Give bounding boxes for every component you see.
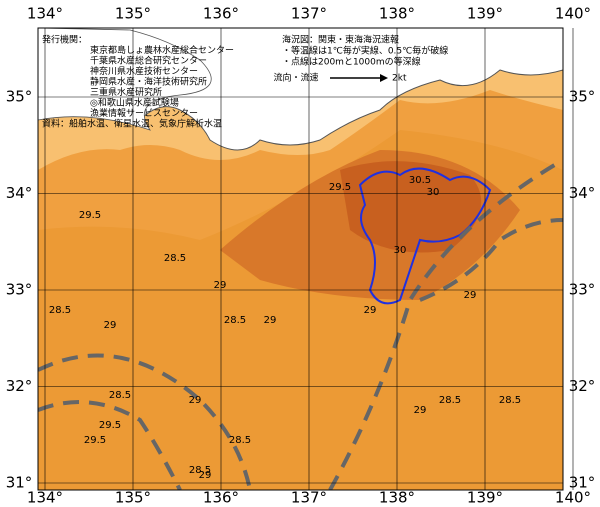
contour-label: 28.5 [499,395,521,406]
contour-label: 28.5 [439,395,461,406]
current-legend-speed: 2kt [392,74,407,84]
lat-label: 32° [569,377,596,395]
lon-label: 137° [291,5,327,23]
frame [37,27,564,491]
lon-label: 140° [555,489,591,507]
publisher-line: 神奈川県水産技術センター [90,65,198,77]
publisher-line: 資料：船舶水温、衛星水温、気象庁解析水温 [42,118,222,130]
contour-label: 29 [414,405,427,416]
publisher-line: ◎和歌山県水産試験場 [90,97,179,109]
current-arrow-head [380,74,388,82]
contour-label: 29 [199,470,212,481]
lat-label: 35° [569,88,596,106]
lon-label: 135° [115,5,151,23]
contour-label: 28.5 [224,315,246,326]
note-line: ・点線は200mと1000mの等深線 [282,56,421,68]
contour-label: 29.5 [84,435,106,446]
lat-label: 35° [6,88,33,106]
lon-label: 139° [467,489,503,507]
map-body [38,28,563,490]
contour-label: 29 [464,290,477,301]
publisher-line: 静岡県水産・海洋技術研究所 [90,76,207,88]
land-shikoku [38,28,212,131]
lon-label: 136° [203,5,239,23]
current-axis-3 [419,218,563,302]
publisher-line: 東京都島しょ農林水産総合センター [90,44,234,56]
contour-label: 29 [364,305,377,316]
contour-label: 28.5 [49,305,71,316]
publisher-line: 漁業情報サービスセンター [90,107,198,119]
contour-label: 29.5 [329,182,351,193]
lon-label: 135° [115,489,151,507]
publisher-line: 三重県水産研究所 [90,86,162,98]
contour-label: 29 [214,280,227,291]
contour-label: 28.5 [164,253,186,264]
note-line: 海況図：関東・東海海況速報 [282,34,399,46]
lon-label: 139° [467,5,503,23]
contour-label: 29 [264,315,277,326]
lon-label: 134° [27,5,63,23]
contour-label: 29.5 [79,210,101,221]
contour-label: 29 [104,320,117,331]
lon-label: 136° [203,489,239,507]
contour-label: 29 [189,395,202,406]
lon-label: 134° [27,489,63,507]
lat-label: 31° [569,474,596,492]
current-legend-label: 流向・流速 [273,72,318,84]
publisher-line: 発行機関： [42,34,87,46]
current-axis-2 [38,400,182,490]
contour-label: 28.5 [189,465,211,476]
lon-label: 137° [291,489,327,507]
lon-label: 138° [379,489,415,507]
lat-label: 34° [6,184,33,202]
lat-label: 31° [6,474,33,492]
contour-label: 28.5 [109,390,131,401]
contour-label: 30 [394,245,407,256]
lat-label: 33° [569,281,596,299]
lat-label: 34° [569,184,596,202]
publisher-line: 千葉県水産総合研究センター [90,55,207,67]
lon-label: 138° [379,5,415,23]
contour-label: 30 [427,187,440,198]
sea-warmest [340,161,482,253]
kuroshio-axis [328,158,563,490]
note-line: ・等温線は1℃毎が実線、0.5℃毎が破線 [282,45,448,57]
lat-label: 33° [6,281,33,299]
lat-label: 32° [6,377,33,395]
current-axis [38,353,252,490]
contour-label: 29.5 [99,420,121,431]
lon-label: 140° [555,5,591,23]
contour-label: 30.5 [409,175,431,186]
contour-label: 28.5 [229,435,251,446]
warm-core-contour [358,167,492,305]
